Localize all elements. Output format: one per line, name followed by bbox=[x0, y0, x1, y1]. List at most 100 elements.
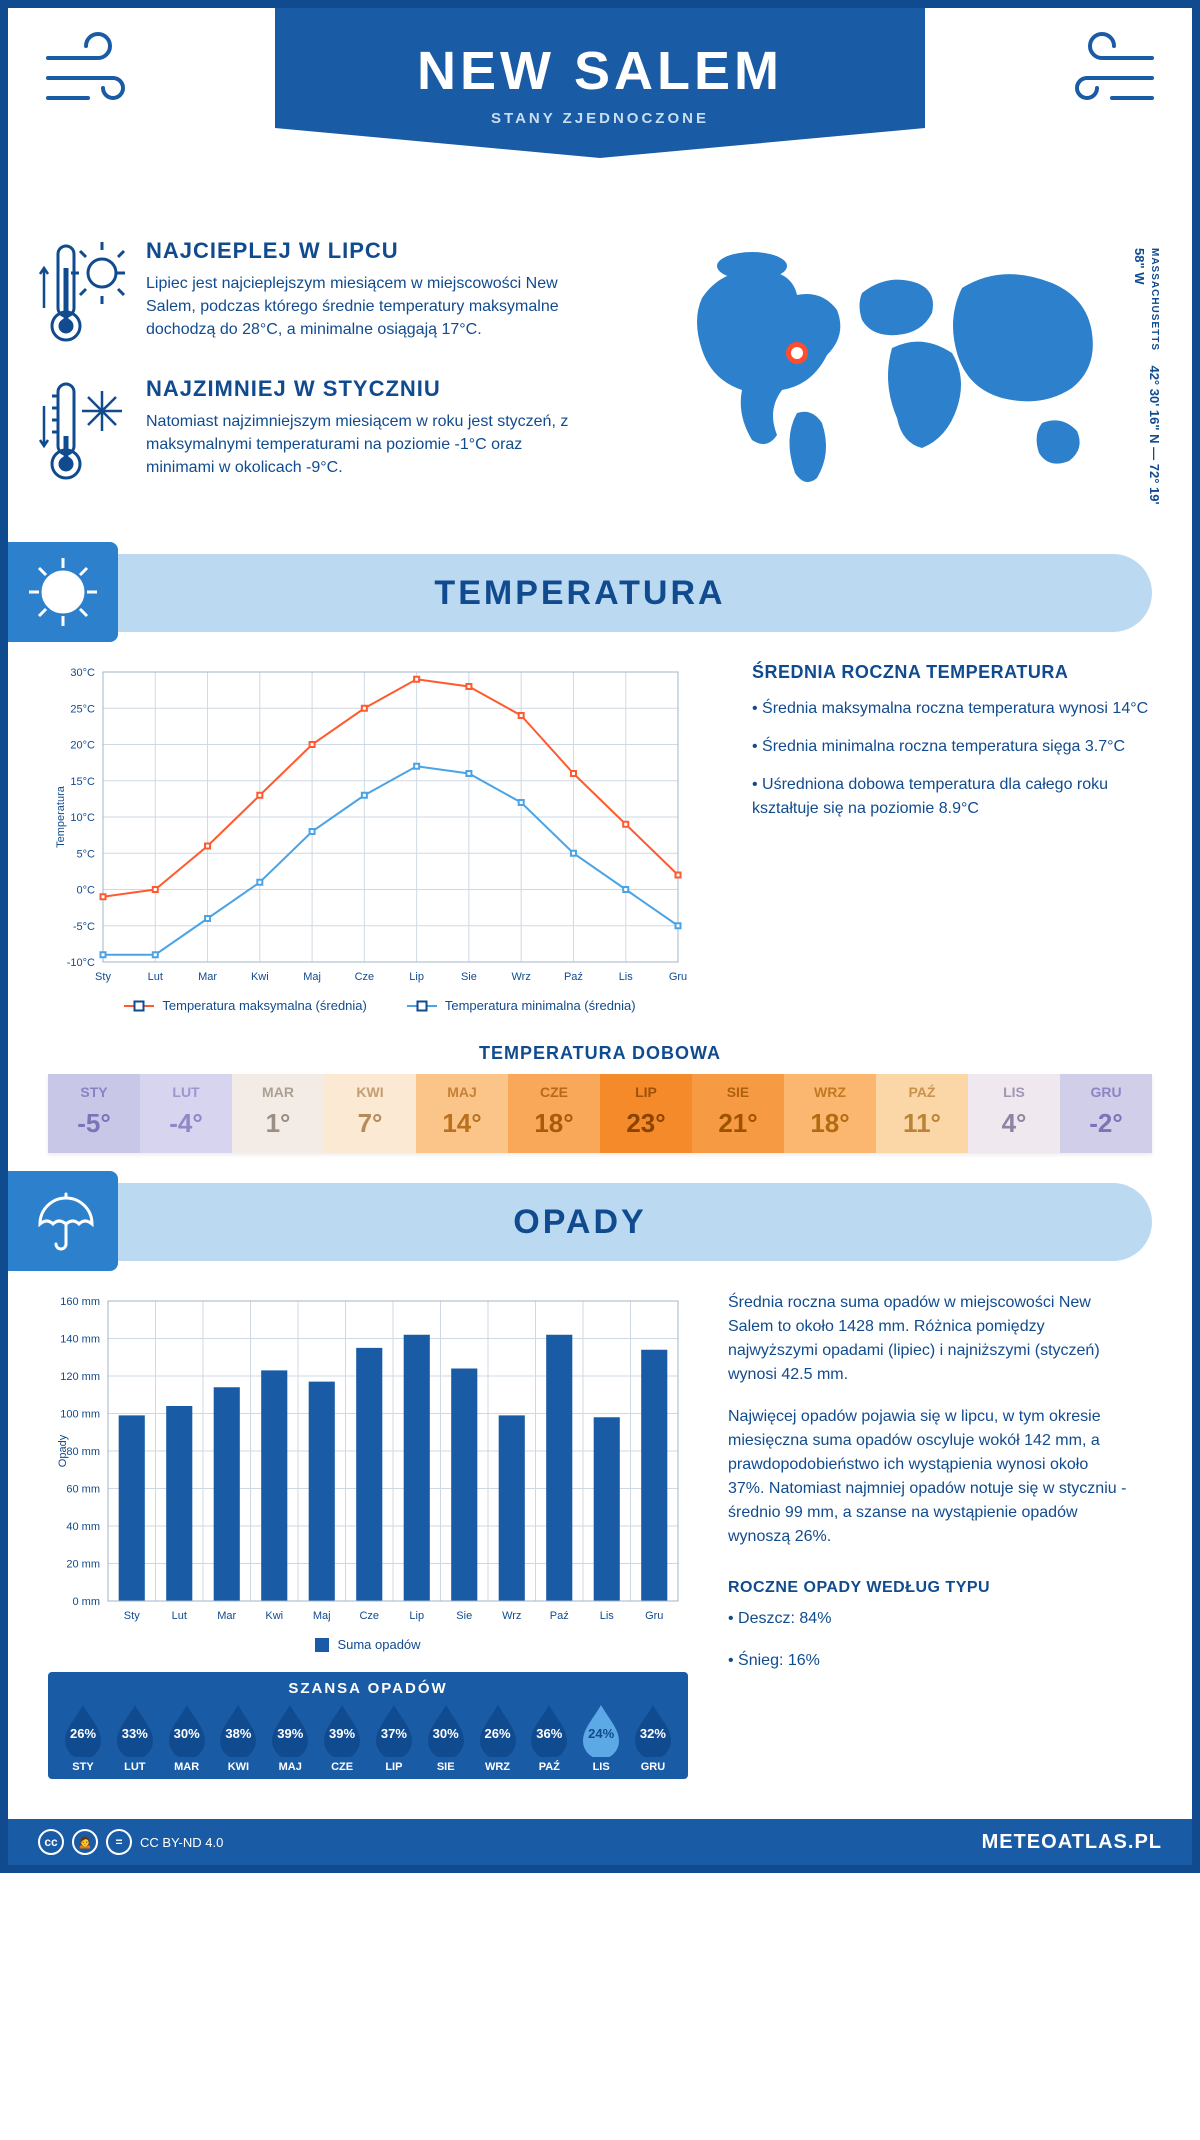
svg-text:Mar: Mar bbox=[217, 1610, 236, 1622]
umbrella-icon bbox=[8, 1171, 118, 1271]
svg-text:Wrz: Wrz bbox=[512, 971, 531, 983]
chance-panel: SZANSA OPADÓW 26% STY 33% LUT 30% MAR 38… bbox=[48, 1672, 688, 1779]
daily-cell: CZE18° bbox=[508, 1074, 600, 1153]
temp-bullet: • Średnia minimalna roczna temperatura s… bbox=[752, 735, 1152, 759]
temp-bullet: • Średnia maksymalna roczna temperatura … bbox=[752, 697, 1152, 721]
svg-text:0 mm: 0 mm bbox=[73, 1596, 101, 1608]
sun-icon bbox=[8, 542, 118, 642]
chance-drop: 24% LIS bbox=[576, 1703, 626, 1773]
daily-cell: STY-5° bbox=[48, 1074, 140, 1153]
daily-cell: KWI7° bbox=[324, 1074, 416, 1153]
page-subtitle: STANY ZJEDNOCZONE bbox=[491, 110, 709, 127]
svg-text:10°C: 10°C bbox=[70, 812, 95, 824]
chance-drop: 32% GRU bbox=[628, 1703, 678, 1773]
chance-drop: 33% LUT bbox=[110, 1703, 160, 1773]
chance-drop: 36% PAŹ bbox=[524, 1703, 574, 1773]
svg-text:Opady: Opady bbox=[57, 1434, 69, 1467]
chance-drops-row: 26% STY 33% LUT 30% MAR 38% KWI 39% MAJ bbox=[58, 1703, 678, 1773]
intro-text-column: NAJCIEPLEJ W LIPCU Lipiec jest najcieple… bbox=[38, 238, 632, 514]
temperature-heading: TEMPERATURA bbox=[434, 574, 725, 613]
daily-cell: LIS4° bbox=[968, 1074, 1060, 1153]
hottest-block: NAJCIEPLEJ W LIPCU Lipiec jest najcieple… bbox=[38, 238, 632, 348]
footer: cc 🙍 = CC BY-ND 4.0 METEOATLAS.PL bbox=[8, 1819, 1192, 1865]
yearly-temp-title: ŚREDNIA ROCZNA TEMPERATURA bbox=[752, 662, 1152, 683]
chance-drop: 37% LIP bbox=[369, 1703, 419, 1773]
svg-text:Temperatura: Temperatura bbox=[55, 785, 67, 848]
coldest-text: Natomiast najzimniejszym miesiącem w rok… bbox=[146, 410, 576, 480]
temperature-chart-area: -10°C-5°C0°C5°C10°C15°C20°C25°C30°CStyLu… bbox=[48, 662, 712, 1013]
svg-text:Lis: Lis bbox=[619, 971, 634, 983]
wind-icon bbox=[38, 28, 148, 132]
svg-text:20 mm: 20 mm bbox=[66, 1559, 100, 1571]
by-type-title: ROCZNE OPADY WEDŁUG TYPU bbox=[728, 1579, 1128, 1597]
title-banner: NEW SALEM STANY ZJEDNOCZONE bbox=[275, 8, 925, 158]
temperature-section-header: TEMPERATURA bbox=[8, 554, 1152, 632]
license-block: cc 🙍 = CC BY-ND 4.0 bbox=[38, 1829, 223, 1855]
legend-item: Temperatura maksymalna (średnia) bbox=[124, 998, 366, 1013]
daily-cell: MAJ14° bbox=[416, 1074, 508, 1153]
svg-text:Lut: Lut bbox=[148, 971, 163, 983]
temperature-legend: Temperatura maksymalna (średnia) Tempera… bbox=[48, 998, 712, 1013]
page: NEW SALEM STANY ZJEDNOCZONE NAJCIEPLEJ W… bbox=[0, 0, 1200, 1873]
chance-drop: 26% STY bbox=[58, 1703, 108, 1773]
chance-drop: 30% SIE bbox=[421, 1703, 471, 1773]
precip-p1: Średnia roczna suma opadów w miejscowośc… bbox=[728, 1291, 1128, 1387]
precip-section-header: OPADY bbox=[8, 1183, 1152, 1261]
chance-drop: 39% CZE bbox=[317, 1703, 367, 1773]
svg-text:20°C: 20°C bbox=[70, 740, 95, 752]
license-text: CC BY-ND 4.0 bbox=[140, 1835, 223, 1850]
daily-cell: LIP23° bbox=[600, 1074, 692, 1153]
svg-text:80 mm: 80 mm bbox=[66, 1446, 100, 1458]
coordinates: MASSACHUSETTS 42° 30' 16" N — 72° 19' 58… bbox=[1132, 248, 1162, 514]
page-title: NEW SALEM bbox=[417, 40, 783, 102]
hottest-text: Lipiec jest najcieplejszym miesiącem w m… bbox=[146, 272, 576, 342]
svg-text:Mar: Mar bbox=[198, 971, 217, 983]
precip-legend: Suma opadów bbox=[48, 1637, 688, 1652]
svg-text:15°C: 15°C bbox=[70, 776, 95, 788]
chance-drop: 26% WRZ bbox=[473, 1703, 523, 1773]
svg-text:Maj: Maj bbox=[313, 1610, 331, 1622]
by-type-item: • Śnieg: 16% bbox=[728, 1649, 1128, 1673]
svg-text:Lip: Lip bbox=[409, 971, 424, 983]
intro-section: NAJCIEPLEJ W LIPCU Lipiec jest najcieple… bbox=[8, 208, 1192, 544]
precip-bar-chart: 0 mm20 mm40 mm60 mm80 mm100 mm120 mm140 … bbox=[48, 1291, 688, 1631]
svg-text:Sie: Sie bbox=[461, 971, 477, 983]
wind-icon bbox=[1052, 28, 1162, 132]
svg-text:Cze: Cze bbox=[355, 971, 375, 983]
svg-text:-5°C: -5°C bbox=[73, 921, 95, 933]
chance-drop: 39% MAJ bbox=[265, 1703, 315, 1773]
header: NEW SALEM STANY ZJEDNOCZONE bbox=[8, 8, 1192, 208]
svg-text:Kwi: Kwi bbox=[251, 971, 269, 983]
chance-drop: 38% KWI bbox=[213, 1703, 263, 1773]
svg-text:Sie: Sie bbox=[456, 1610, 472, 1622]
daily-temp-title: TEMPERATURA DOBOWA bbox=[8, 1043, 1192, 1064]
svg-text:25°C: 25°C bbox=[70, 703, 95, 715]
svg-text:120 mm: 120 mm bbox=[60, 1371, 100, 1383]
svg-text:Sty: Sty bbox=[95, 971, 111, 983]
map-column: MASSACHUSETTS 42° 30' 16" N — 72° 19' 58… bbox=[662, 238, 1152, 514]
svg-text:160 mm: 160 mm bbox=[60, 1296, 100, 1308]
world-map bbox=[662, 238, 1122, 498]
svg-text:Wrz: Wrz bbox=[502, 1610, 521, 1622]
svg-text:Paź: Paź bbox=[564, 971, 583, 983]
daily-cell: MAR1° bbox=[232, 1074, 324, 1153]
svg-text:Sty: Sty bbox=[124, 1610, 140, 1622]
temp-bullet: • Uśredniona dobowa temperatura dla całe… bbox=[752, 773, 1152, 821]
daily-cell: SIE21° bbox=[692, 1074, 784, 1153]
svg-text:140 mm: 140 mm bbox=[60, 1334, 100, 1346]
temperature-body: -10°C-5°C0°C5°C10°C15°C20°C25°C30°CStyLu… bbox=[8, 632, 1192, 1023]
temperature-line-chart: -10°C-5°C0°C5°C10°C15°C20°C25°C30°CStyLu… bbox=[48, 662, 688, 992]
legend-item: Temperatura minimalna (średnia) bbox=[407, 998, 636, 1013]
svg-text:30°C: 30°C bbox=[70, 667, 95, 679]
svg-text:Cze: Cze bbox=[359, 1610, 379, 1622]
daily-cell: GRU-2° bbox=[1060, 1074, 1152, 1153]
svg-text:Kwi: Kwi bbox=[265, 1610, 283, 1622]
svg-text:Lis: Lis bbox=[600, 1610, 615, 1622]
cc-icon: cc bbox=[38, 1829, 64, 1855]
nd-icon: = bbox=[106, 1829, 132, 1855]
svg-text:60 mm: 60 mm bbox=[66, 1484, 100, 1496]
daily-cell: WRZ18° bbox=[784, 1074, 876, 1153]
thermometer-hot-icon bbox=[38, 238, 128, 348]
daily-temperature-row: STY-5° LUT-4° MAR1° KWI7° MAJ14° CZE18° … bbox=[48, 1074, 1152, 1153]
hottest-title: NAJCIEPLEJ W LIPCU bbox=[146, 238, 576, 264]
